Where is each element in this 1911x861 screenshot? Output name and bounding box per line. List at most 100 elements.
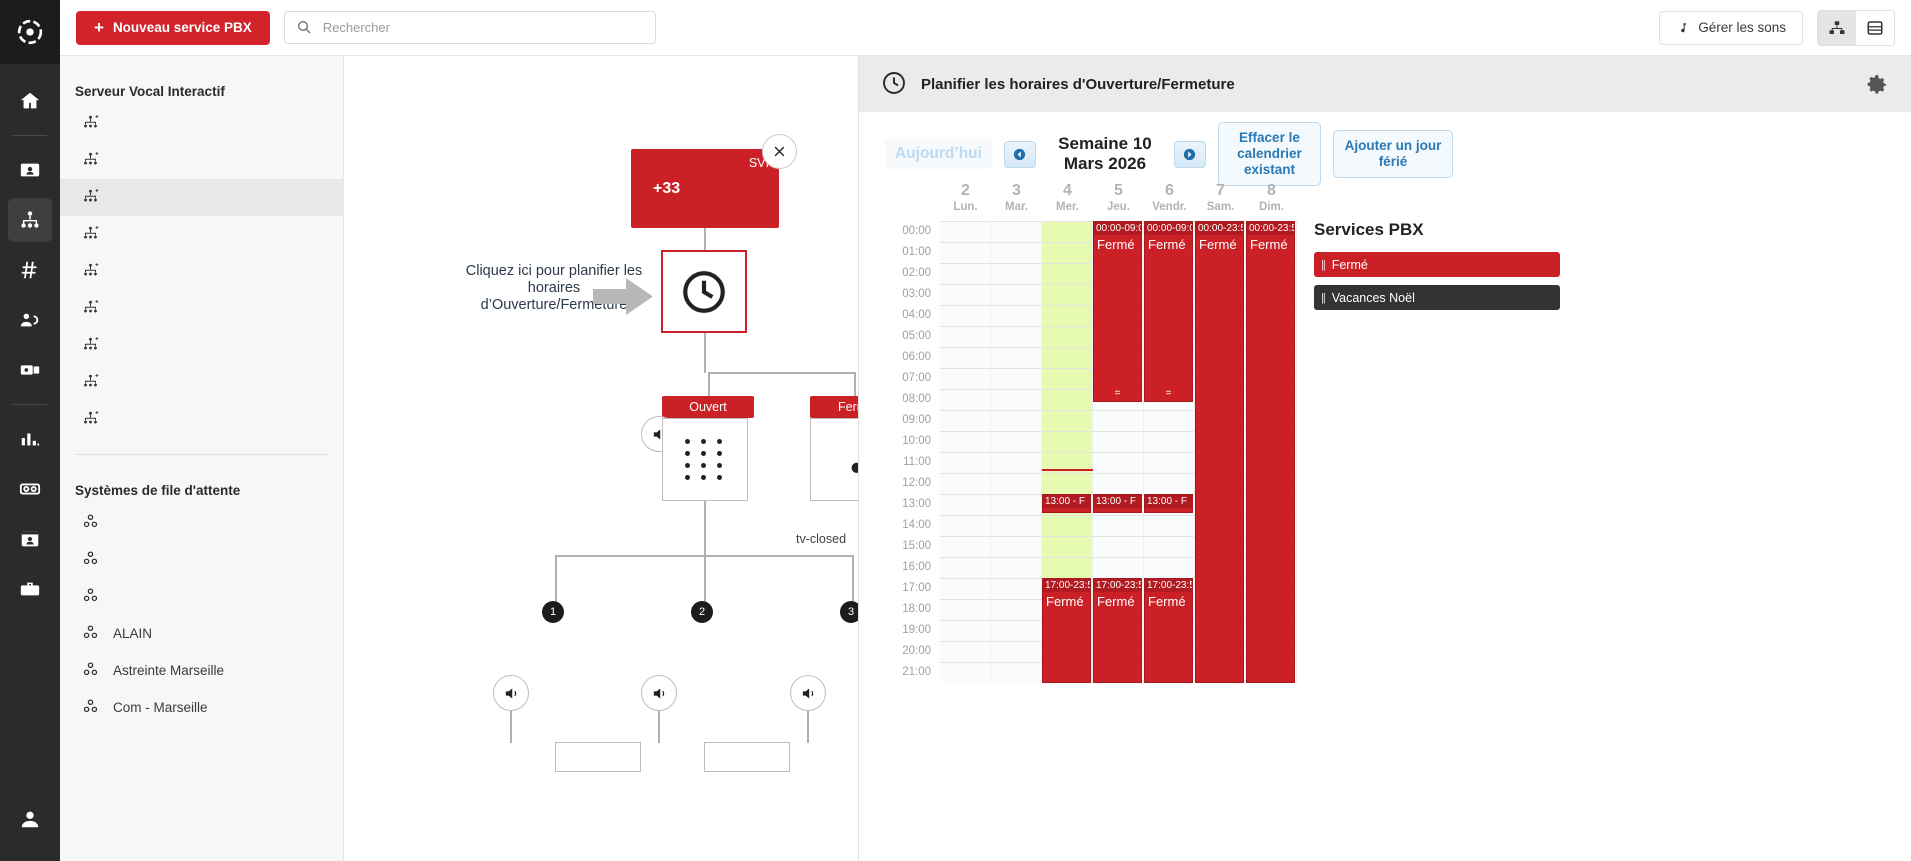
calendar-cell[interactable]: [991, 536, 1042, 557]
sound-node[interactable]: [810, 418, 858, 501]
calendar-cell[interactable]: [991, 410, 1042, 431]
schedule-node[interactable]: [661, 250, 747, 333]
queue-list-item[interactable]: Com - Marseille: [60, 689, 343, 726]
calendar-event[interactable]: 17:00-23:59 Fermé: [1042, 578, 1091, 683]
calendar-cell[interactable]: [1144, 536, 1195, 557]
calendar-cell[interactable]: [991, 347, 1042, 368]
ivr-list-item[interactable]: [60, 216, 343, 253]
calendar-cell[interactable]: [940, 410, 991, 431]
ivr-list-item[interactable]: [60, 327, 343, 364]
calendar-cell[interactable]: [1042, 557, 1093, 578]
view-toggle-tree[interactable]: [1818, 10, 1856, 45]
calendar-cell[interactable]: [940, 494, 991, 515]
pbx-service-chip[interactable]: || Fermé: [1314, 252, 1560, 277]
calendar-cell[interactable]: [940, 557, 991, 578]
gear-icon[interactable]: [1865, 72, 1889, 96]
rail-item-voicemail[interactable]: [8, 467, 52, 511]
rail-item-briefcase[interactable]: [8, 567, 52, 611]
queue-list-item[interactable]: ALAIN: [60, 615, 343, 652]
calendar-cell[interactable]: [1144, 431, 1195, 452]
calendar-cell[interactable]: [1042, 221, 1093, 242]
calendar-cell[interactable]: [1042, 452, 1093, 473]
calendar-cell[interactable]: [1042, 347, 1093, 368]
calendar-cell[interactable]: [1042, 305, 1093, 326]
queue-list-item[interactable]: [60, 504, 343, 541]
calendar-cell[interactable]: [940, 515, 991, 536]
calendar-cell[interactable]: [991, 578, 1042, 599]
calendar-body[interactable]: 00:00 01:00 02:00 03:00 04:00 05:00 06:00 07:00…: [885, 221, 1315, 683]
rail-item-directory[interactable]: [8, 517, 52, 561]
clear-calendar-button[interactable]: Effacer le calendrier existant: [1217, 121, 1321, 187]
calendar-cell[interactable]: [991, 326, 1042, 347]
calendar-cell[interactable]: [1144, 410, 1195, 431]
calendar-cell[interactable]: [991, 242, 1042, 263]
calendar-cell[interactable]: [1042, 473, 1093, 494]
calendar-event[interactable]: 17:00-23:59 Fermé: [1093, 578, 1142, 683]
calendar-cell[interactable]: [991, 221, 1042, 242]
calendar-cell[interactable]: [940, 326, 991, 347]
calendar-cell[interactable]: [991, 641, 1042, 662]
calendar-cell[interactable]: [1093, 557, 1144, 578]
calendar-cell[interactable]: [991, 368, 1042, 389]
calendar-cell[interactable]: [1093, 431, 1144, 452]
calendar-cell[interactable]: [940, 641, 991, 662]
calendar-cell[interactable]: [1144, 557, 1195, 578]
calendar-cell[interactable]: [940, 389, 991, 410]
calendar-cell[interactable]: [1042, 368, 1093, 389]
calendar-cell[interactable]: [940, 263, 991, 284]
calendar-cell[interactable]: [991, 305, 1042, 326]
manage-sounds-button[interactable]: Gérer les sons: [1659, 10, 1803, 45]
calendar-cell[interactable]: [991, 599, 1042, 620]
queue-list-item[interactable]: [60, 541, 343, 578]
queue-list-item[interactable]: Astreinte Marseille: [60, 652, 343, 689]
keypad-node[interactable]: [662, 418, 748, 501]
calendar-cell[interactable]: [940, 221, 991, 242]
calendar-event[interactable]: 13:00 - F: [1144, 494, 1193, 513]
rail-item-account[interactable]: [8, 797, 52, 841]
calendar-cell[interactable]: [940, 536, 991, 557]
ivr-list-item[interactable]: [60, 179, 343, 216]
calendar-cell[interactable]: [940, 620, 991, 641]
calendar-cell[interactable]: [1093, 536, 1144, 557]
ivr-list-item[interactable]: [60, 401, 343, 438]
calendar-cell[interactable]: [991, 389, 1042, 410]
rail-item-extensions[interactable]: [8, 248, 52, 292]
calendar-cell[interactable]: [991, 263, 1042, 284]
rail-item-devices[interactable]: [8, 348, 52, 392]
view-toggle-list[interactable]: [1856, 10, 1894, 45]
calendar-event[interactable]: 00:00-09:00 Fermé =: [1144, 221, 1193, 402]
calendar-cell[interactable]: [940, 368, 991, 389]
calendar-cell[interactable]: [991, 284, 1042, 305]
calendar-cell[interactable]: [940, 452, 991, 473]
calendar-cell[interactable]: [991, 431, 1042, 452]
calendar-cell[interactable]: [1093, 473, 1144, 494]
calendar-cell[interactable]: [1042, 284, 1093, 305]
calendar-cell[interactable]: [991, 557, 1042, 578]
close-button[interactable]: [762, 134, 797, 169]
rail-item-call-groups[interactable]: [8, 298, 52, 342]
calendar-cell[interactable]: [1042, 515, 1093, 536]
calendar-event[interactable]: 17:00-23:59 Fermé: [1144, 578, 1193, 683]
rail-item-stats[interactable]: [8, 417, 52, 461]
ivr-list-item[interactable]: [60, 364, 343, 401]
child-node-1[interactable]: [555, 742, 641, 772]
rail-item-home[interactable]: [8, 79, 52, 123]
queue-list-item[interactable]: [60, 578, 343, 615]
calendar-cell[interactable]: [1042, 536, 1093, 557]
calendar-cell[interactable]: [991, 620, 1042, 641]
svi-node[interactable]: SVI +33: [631, 149, 779, 228]
drag-handle-icon[interactable]: ||: [1321, 258, 1326, 271]
calendar-event[interactable]: 00:00-23:59 Fermé: [1195, 221, 1244, 683]
today-button[interactable]: Aujourd’hui: [885, 139, 992, 169]
ivr-list-item[interactable]: [60, 290, 343, 327]
calendar-cell[interactable]: [1144, 515, 1195, 536]
calendar-cell[interactable]: [940, 662, 991, 683]
speaker-node-3[interactable]: [790, 675, 826, 711]
calendar-cell[interactable]: [1042, 410, 1093, 431]
calendar-cell[interactable]: [1144, 452, 1195, 473]
event-resize-handle[interactable]: =: [1165, 387, 1172, 399]
calendar-cell[interactable]: [1093, 452, 1144, 473]
add-holiday-button[interactable]: Ajouter un jour férié: [1332, 129, 1453, 179]
calendar-event[interactable]: 13:00 - F: [1093, 494, 1142, 513]
ivr-list-item[interactable]: [60, 105, 343, 142]
